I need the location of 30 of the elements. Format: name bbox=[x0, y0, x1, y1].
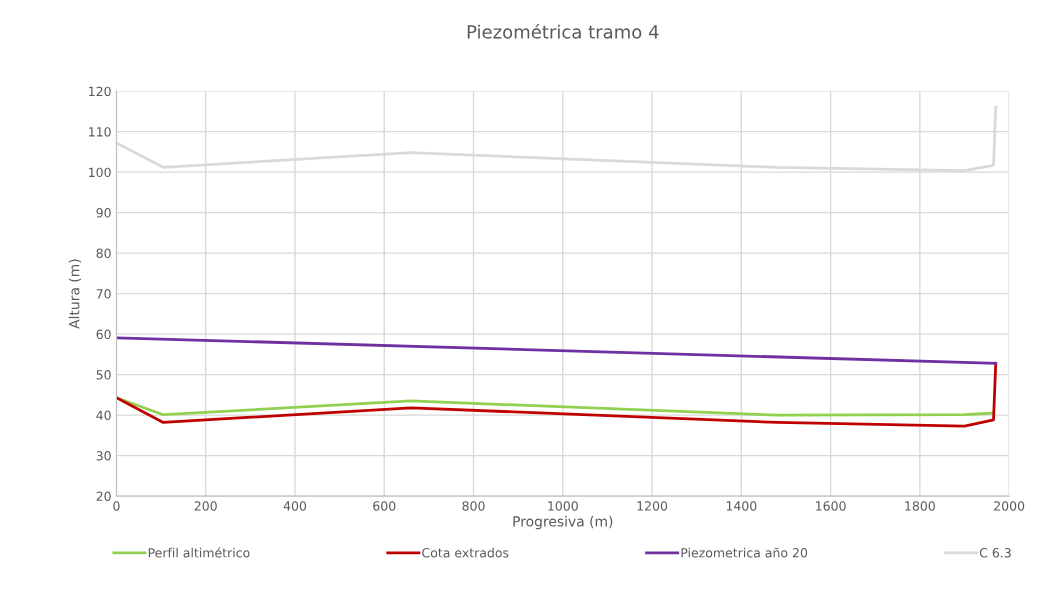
chart-title: Piezométrica tramo 4 bbox=[467, 23, 659, 39]
x-tick-label: 1800 bbox=[905, 501, 935, 511]
x-tick-label: 1400 bbox=[726, 501, 757, 511]
y-tick-label: 110 bbox=[89, 127, 111, 137]
legend-label: Perfil altimétrico bbox=[148, 547, 250, 558]
legend-label: Piezometrica año 20 bbox=[681, 547, 808, 558]
x-tick-label: 400 bbox=[283, 501, 307, 511]
y-tick-label: 120 bbox=[89, 86, 111, 97]
y-axis-title: Altura (m) bbox=[68, 259, 82, 329]
legend-label: C 6.3 bbox=[979, 548, 1011, 558]
y-tick-label: 100 bbox=[89, 167, 111, 178]
y-tick-label: 30 bbox=[96, 451, 111, 461]
x-tick-label: 0 bbox=[113, 501, 120, 511]
y-tick-label: 90 bbox=[96, 208, 111, 218]
y-tick-label: 60 bbox=[96, 329, 111, 340]
y-tick-label: 70 bbox=[96, 289, 111, 299]
y-tick-label: 20 bbox=[96, 491, 111, 502]
y-tick-label: 40 bbox=[96, 410, 111, 421]
y-tick-label: 80 bbox=[96, 248, 111, 259]
x-axis-title: Progresiva (m) bbox=[513, 515, 613, 530]
x-tick-label: 2000 bbox=[994, 501, 1025, 511]
x-tick-label: 1600 bbox=[816, 501, 846, 511]
x-tick-label: 1000 bbox=[548, 501, 578, 511]
x-tick-label: 600 bbox=[373, 501, 396, 511]
legend-label: Cota extrados bbox=[422, 547, 509, 558]
x-tick-label: 1200 bbox=[637, 501, 668, 511]
x-tick-label: 200 bbox=[194, 501, 217, 511]
line-series bbox=[116, 396, 995, 417]
y-tick-label: 50 bbox=[96, 370, 111, 380]
x-tick-label: 800 bbox=[462, 501, 485, 511]
